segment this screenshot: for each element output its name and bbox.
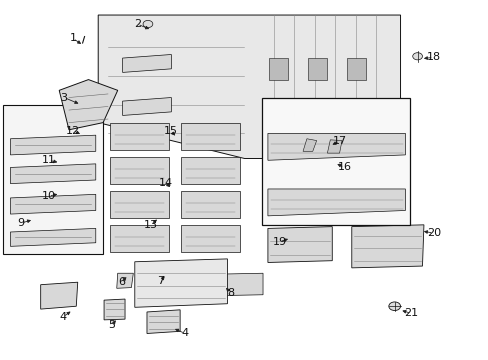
Text: 6: 6 — [118, 277, 125, 287]
Polygon shape — [117, 273, 133, 288]
Circle shape — [412, 53, 422, 60]
Polygon shape — [227, 273, 263, 296]
Text: 16: 16 — [337, 162, 351, 172]
Polygon shape — [10, 194, 96, 214]
Text: 17: 17 — [332, 136, 346, 146]
Text: 3: 3 — [61, 93, 67, 103]
Text: 8: 8 — [227, 288, 234, 298]
Polygon shape — [181, 157, 239, 184]
Polygon shape — [110, 225, 168, 252]
Circle shape — [388, 302, 400, 311]
Polygon shape — [147, 310, 180, 333]
Text: 20: 20 — [426, 228, 440, 238]
Text: 9: 9 — [18, 218, 25, 228]
FancyBboxPatch shape — [3, 105, 103, 253]
Text: 10: 10 — [41, 191, 55, 201]
Polygon shape — [110, 157, 168, 184]
Text: 4: 4 — [60, 312, 66, 322]
Text: 4: 4 — [181, 328, 188, 338]
Polygon shape — [135, 259, 227, 307]
Text: 15: 15 — [163, 126, 177, 135]
Circle shape — [143, 21, 153, 28]
Text: 2: 2 — [133, 19, 141, 29]
Polygon shape — [268, 58, 288, 80]
Text: 14: 14 — [158, 178, 172, 188]
Polygon shape — [327, 140, 341, 153]
Polygon shape — [122, 98, 171, 116]
Polygon shape — [303, 139, 316, 151]
Text: 18: 18 — [426, 52, 440, 62]
Polygon shape — [267, 134, 405, 160]
Polygon shape — [59, 80, 118, 130]
FancyBboxPatch shape — [261, 98, 409, 225]
Polygon shape — [181, 191, 239, 218]
Polygon shape — [267, 189, 405, 216]
Text: 7: 7 — [157, 276, 164, 286]
Text: 12: 12 — [66, 126, 80, 135]
Text: 11: 11 — [41, 155, 55, 165]
Text: 21: 21 — [404, 309, 417, 318]
Polygon shape — [307, 58, 327, 80]
Polygon shape — [181, 123, 239, 149]
Polygon shape — [98, 15, 400, 158]
Polygon shape — [41, 282, 78, 309]
Text: 5: 5 — [108, 320, 115, 330]
Polygon shape — [346, 58, 366, 80]
Polygon shape — [110, 191, 168, 218]
Polygon shape — [10, 228, 96, 246]
Polygon shape — [10, 164, 96, 184]
Polygon shape — [181, 225, 239, 252]
Text: 1: 1 — [69, 33, 76, 43]
Text: 19: 19 — [272, 237, 286, 247]
Text: 13: 13 — [143, 220, 158, 230]
Polygon shape — [267, 226, 331, 262]
Polygon shape — [122, 54, 171, 72]
Polygon shape — [104, 299, 125, 320]
Polygon shape — [110, 123, 168, 149]
Polygon shape — [351, 225, 423, 268]
Polygon shape — [10, 135, 96, 155]
